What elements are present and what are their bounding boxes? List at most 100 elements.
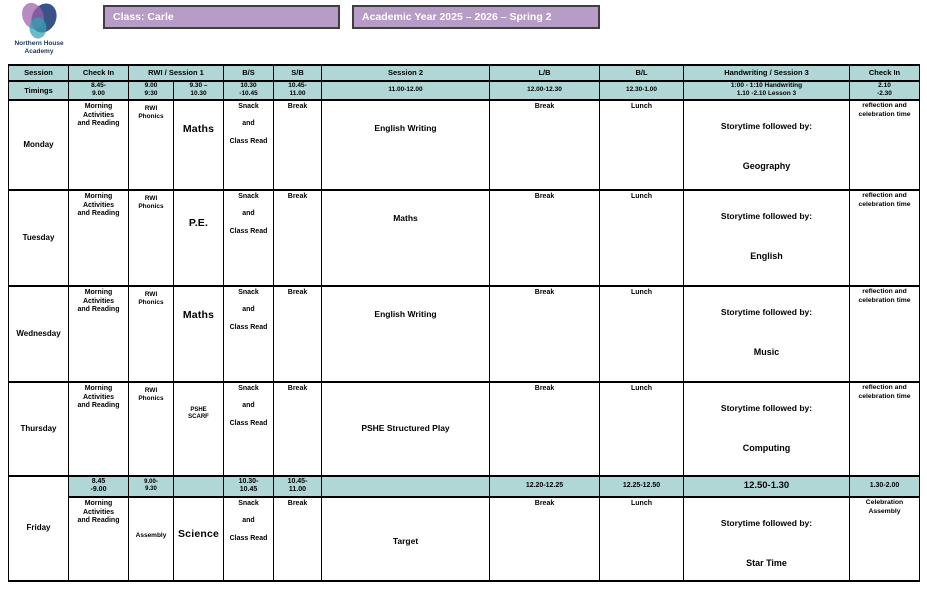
col-header-check-in: Check In xyxy=(68,64,129,82)
tuesday-storytime: Storytime followed by: xyxy=(720,210,813,221)
thursday-session3-cell: Storytime followed by: Computing xyxy=(683,380,850,477)
thursday-session3-subject: Computing xyxy=(742,442,791,453)
wednesday-session1-cell: Maths xyxy=(173,284,224,383)
monday-snack-cell: Snack and Class Read xyxy=(223,98,274,191)
col-header-bs: B/S xyxy=(223,64,274,82)
wednesday-session2-cell: English Writing xyxy=(321,284,490,383)
tuesday-phonics-cell: RWI Phonics xyxy=(128,188,174,287)
col-header-handwriting-session3: Handwriting / Session 3 xyxy=(683,64,850,82)
wednesday-check-in-cell: Morning Activities and Reading xyxy=(68,284,129,383)
thursday-session1-cell: PSHE SCARF xyxy=(173,380,224,477)
thursday-snack-cell: Snack and Class Read xyxy=(223,380,274,477)
col-header-check-in-2: Check In xyxy=(849,64,920,82)
tuesday-session3-cell: Storytime followed by: English xyxy=(683,188,850,287)
col-header-lb: L/B xyxy=(489,64,600,82)
timing-check-in-2: 2.10 -2.30 xyxy=(849,80,920,101)
monday-bl-cell: Lunch xyxy=(599,98,684,191)
monday-check-out-cell: reflection and celebration time xyxy=(849,98,920,191)
col-header-bl: B/L xyxy=(599,64,684,82)
timing-session2: 11.00-12.00 xyxy=(321,80,490,101)
logo-org-name-line2: Academy xyxy=(24,48,54,56)
thursday-label: Thursday xyxy=(8,380,69,477)
class-title-box: Class: Carle xyxy=(103,5,340,29)
friday-row: Morning Activities and Reading Assembly … xyxy=(9,495,920,582)
friday-timing-check-in-2: 1.30-2.00 xyxy=(849,474,920,498)
friday-storytime: Storytime followed by: xyxy=(720,517,813,528)
logo-petals-icon xyxy=(22,2,57,39)
tuesday-session3-subject: English xyxy=(750,250,783,261)
monday-storytime: Storytime followed by: xyxy=(720,120,813,131)
timing-bs: 10.30 -10.45 xyxy=(223,80,274,101)
wednesday-session3-subject: Music xyxy=(753,346,780,357)
thursday-bl-cell: Lunch xyxy=(599,380,684,477)
monday-session3-subject: Geography xyxy=(742,160,791,171)
wednesday-break-cell: Break xyxy=(273,284,322,383)
friday-assembly-cell: Assembly xyxy=(128,495,174,582)
thursday-check-out-cell: reflection and celebration time xyxy=(849,380,920,477)
timing-handwriting: 1:00 - 1:10 Handwriting 1.10 -2.10 Lesso… xyxy=(683,80,850,101)
tuesday-bl-cell: Lunch xyxy=(599,188,684,287)
friday-timing-sb: 10.45- 11.00 xyxy=(273,474,322,498)
timetable: Session Check In RWI / Session 1 B/S S/B… xyxy=(8,64,920,582)
friday-snack-cell: Snack and Class Read xyxy=(223,495,274,582)
timing-sb: 10.45- 11.00 xyxy=(273,80,322,101)
monday-session2-cell: English Writing xyxy=(321,98,490,191)
wednesday-storytime: Storytime followed by: xyxy=(720,306,813,317)
col-header-sb: S/B xyxy=(273,64,322,82)
thursday-row: Thursday Morning Activities and Reading … xyxy=(8,380,920,477)
thursday-lb-cell: Break xyxy=(489,380,600,477)
logo-org-name-line1: Northern House xyxy=(14,40,64,47)
tuesday-snack-cell: Snack and Class Read xyxy=(223,188,274,287)
friday-timing-session1 xyxy=(173,474,224,498)
friday-bl-cell: Lunch xyxy=(599,495,684,582)
wednesday-bl-cell: Lunch xyxy=(599,284,684,383)
wednesday-check-out-cell: reflection and celebration time xyxy=(849,284,920,383)
wednesday-label: Wednesday xyxy=(8,284,69,383)
tuesday-check-in-cell: Morning Activities and Reading xyxy=(68,188,129,287)
timing-lb: 12.00-12.30 xyxy=(489,80,600,101)
friday-timing-bl: 12.25-12.50 xyxy=(599,474,684,498)
monday-check-in-cell: Morning Activities and Reading xyxy=(68,98,129,191)
school-logo: Northern House Academy xyxy=(6,2,72,56)
thursday-phonics-cell: RWI Phonics xyxy=(128,380,174,477)
timing-bl: 12.30-1.00 xyxy=(599,80,684,101)
thursday-storytime: Storytime followed by: xyxy=(720,402,813,413)
friday-label: Friday xyxy=(8,474,69,582)
timing-check-in: 8.45- 9.00 xyxy=(68,80,129,101)
friday-session3-subject: Star Time xyxy=(746,557,787,568)
monday-row: Monday Morning Activities and Reading RW… xyxy=(8,98,920,191)
monday-session1-cell: Maths xyxy=(173,98,224,191)
header-row: Session Check In RWI / Session 1 B/S S/B… xyxy=(8,64,920,82)
friday-session1-cell: Science xyxy=(173,495,224,582)
friday-timing-session2 xyxy=(321,474,490,498)
thursday-session2-cell: PSHE Structured Play xyxy=(321,380,490,477)
tuesday-session2-cell: Maths xyxy=(321,188,490,287)
friday-timing-handwriting: 12.50-1.30 xyxy=(683,474,850,498)
friday-session2-cell: Target xyxy=(321,495,490,582)
timing-rwi-a: 9.00 9:30 xyxy=(128,80,174,101)
tuesday-break-cell: Break xyxy=(273,188,322,287)
wednesday-row: Wednesday Morning Activities and Reading… xyxy=(8,284,920,383)
monday-label: Monday xyxy=(8,98,69,191)
friday-lb-cell: Break xyxy=(489,495,600,582)
thursday-check-in-cell: Morning Activities and Reading xyxy=(68,380,129,477)
tuesday-check-out-cell: reflection and celebration time xyxy=(849,188,920,287)
timings-row: Timings 8.45- 9.00 9.00 9:30 9.30 – 10.3… xyxy=(8,80,920,101)
tuesday-session1-cell: P.E. xyxy=(173,188,224,287)
friday-timings-row: Friday 8.45 -9.00 9.00- 9.30 10.30- 10.4… xyxy=(8,474,920,582)
col-header-session: Session xyxy=(8,64,69,82)
friday-timing-check-in: 8.45 -9.00 xyxy=(68,474,129,498)
timing-rwi-b: 9.30 – 10.30 xyxy=(173,80,224,101)
friday-check-out-cell: Celebration Assembly xyxy=(849,495,920,582)
tuesday-label: Tuesday xyxy=(8,188,69,287)
wednesday-snack-cell: Snack and Class Read xyxy=(223,284,274,383)
wednesday-lb-cell: Break xyxy=(489,284,600,383)
monday-lb-cell: Break xyxy=(489,98,600,191)
friday-timing-phonics: 9.00- 9.30 xyxy=(128,474,174,498)
friday-session3-cell: Storytime followed by: Star Time xyxy=(683,495,850,582)
tuesday-lb-cell: Break xyxy=(489,188,600,287)
friday-timing-bs: 10.30- 10.45 xyxy=(223,474,274,498)
monday-session3-cell: Storytime followed by: Geography xyxy=(683,98,850,191)
monday-break-cell: Break xyxy=(273,98,322,191)
